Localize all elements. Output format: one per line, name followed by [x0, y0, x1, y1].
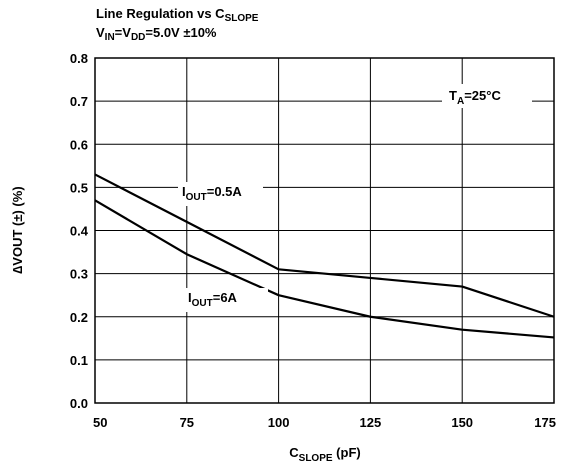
x-tick-label: 100	[268, 415, 290, 430]
y-tick-label: 0.4	[70, 224, 89, 239]
y-tick-label: 0.1	[70, 353, 88, 368]
series-lines	[94, 173, 555, 339]
series-label-background-2	[184, 288, 268, 312]
y-tick-label: 0.0	[70, 396, 88, 411]
y-tick-label: 0.3	[70, 267, 88, 282]
series-line-2	[94, 199, 555, 339]
chart-title-line2: VIN=VDD=5.0V ±10%	[96, 25, 217, 43]
chart-title-line1: Line Regulation vs CSLOPE	[96, 6, 259, 24]
plot-frame	[94, 57, 555, 404]
y-axis-label: ∆VOUT (±) (%)	[10, 186, 25, 273]
series-label-iout-6a: IOUT=6A	[188, 290, 238, 309]
y-tick-label: 0.6	[70, 137, 88, 152]
x-tick-labels: 50 75 100 125 150 175	[93, 415, 556, 430]
annotation-background	[442, 84, 532, 108]
series-line-1	[94, 173, 555, 318]
y-tick-label: 0.7	[70, 94, 88, 109]
series-label-iout-0-5a: IOUT=0.5A	[182, 184, 242, 203]
y-tick-labels: 0.0 0.1 0.2 0.3 0.4 0.5 0.6 0.7 0.8	[70, 51, 89, 411]
x-tick-label: 125	[360, 415, 382, 430]
grid	[94, 57, 555, 404]
x-tick-label: 50	[93, 415, 107, 430]
temperature-annotation: TA=25°C	[449, 88, 501, 107]
x-tick-label: 150	[451, 415, 473, 430]
series-label-background-1	[178, 182, 263, 206]
x-tick-label: 75	[180, 415, 194, 430]
y-tick-label: 0.5	[70, 180, 88, 195]
x-tick-label: 175	[534, 415, 556, 430]
y-tick-label: 0.8	[70, 51, 88, 66]
y-tick-label: 0.2	[70, 310, 88, 325]
x-axis-label: CSLOPE (pF)	[289, 445, 360, 464]
